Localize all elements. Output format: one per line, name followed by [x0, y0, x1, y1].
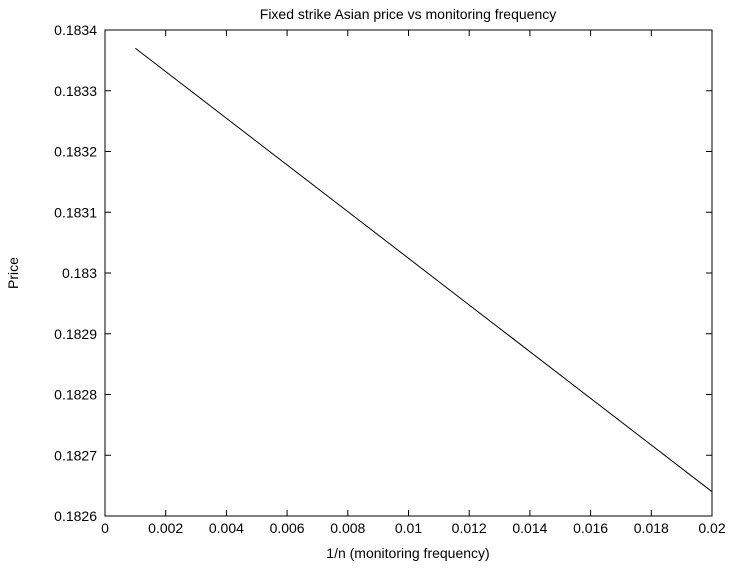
- x-tick-label: 0.02: [698, 520, 725, 536]
- y-tick-label: 0.1827: [54, 447, 97, 463]
- y-tick-label: 0.1829: [54, 326, 97, 342]
- series-group: [135, 47, 713, 493]
- chart-title: Fixed strike Asian price vs monitoring f…: [260, 6, 556, 22]
- series-line: [135, 47, 713, 493]
- x-tick-label: 0.002: [148, 520, 183, 536]
- y-tick-label: 0.1834: [54, 22, 97, 38]
- x-tick-label: 0.012: [452, 520, 487, 536]
- x-tick-label: 0.006: [270, 520, 305, 536]
- x-tick-label: 0.008: [330, 520, 365, 536]
- x-tick-label: 0.014: [512, 520, 547, 536]
- y-tick-label: 0.1831: [54, 204, 97, 220]
- y-tick-label: 0.1826: [54, 508, 97, 524]
- x-tick-label: 0.018: [634, 520, 669, 536]
- y-tick-label: 0.183: [62, 265, 97, 281]
- x-tick-label: 0.016: [573, 520, 608, 536]
- y-tick-label: 0.1833: [54, 83, 97, 99]
- x-tick-label: 0.01: [395, 520, 422, 536]
- x-tick-label: 0: [101, 520, 109, 536]
- x-axis-label: 1/n (monitoring frequency): [326, 545, 489, 561]
- y-tick-label: 0.1832: [54, 144, 97, 160]
- x-tick-label: 0.004: [209, 520, 244, 536]
- x-ticks: 0 0.002 0.004 0.006 0.008 0.01 0.012 0.014 0.016…: [101, 30, 726, 536]
- y-axis-label: Price: [5, 257, 21, 289]
- y-ticks: 0.1826 0.1827 0.1828 0.1829 0.183 0.1831 0.183…: [54, 22, 712, 524]
- y-tick-label: 0.1828: [54, 387, 97, 403]
- plot-area: [104, 29, 713, 517]
